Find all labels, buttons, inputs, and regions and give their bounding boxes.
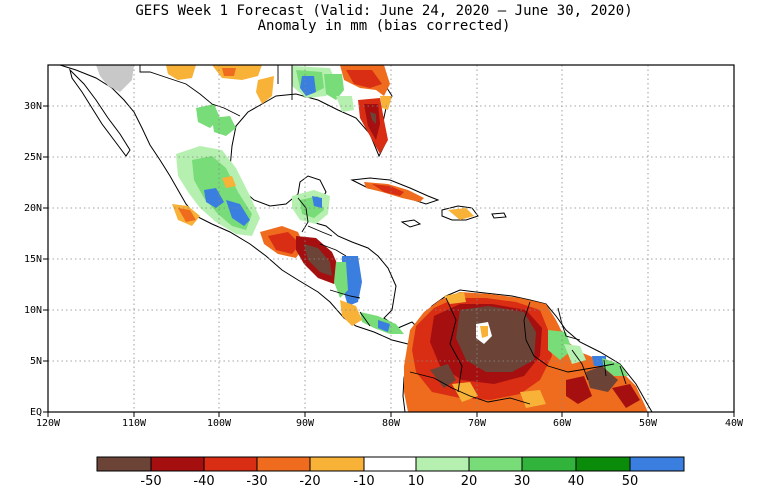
colorbar-swatch — [203, 456, 258, 472]
lon-label: 110W — [122, 418, 147, 429]
anomaly-patch — [334, 262, 348, 298]
anomaly-patch — [226, 200, 250, 226]
anomaly-patch — [520, 390, 546, 408]
anomaly-patch — [222, 176, 236, 188]
anomaly-patch — [268, 232, 300, 254]
colorbar-swatch — [96, 456, 152, 472]
colorbar-swatch — [468, 456, 523, 472]
colorbar-label: -20 — [299, 474, 320, 487]
colorbar-label: -40 — [193, 474, 214, 487]
anomaly-patch — [304, 244, 332, 276]
land-jamaica — [400, 219, 422, 228]
colorbar-swatch — [629, 456, 685, 472]
colorbar-labels: -50 -40 -30 -20 -10 10 20 30 40 50 — [140, 474, 638, 487]
colorbar-label: -50 — [140, 474, 161, 487]
anomaly-patch — [430, 364, 456, 388]
latitude-labels: EQ 5N 10N 15N 20N 25N 30N — [24, 101, 42, 418]
anomaly-patch — [372, 184, 404, 196]
colorbar-swatch — [575, 456, 631, 472]
colorbar-swatch — [521, 456, 577, 472]
anomaly-patch — [612, 384, 640, 408]
colorbar-swatch — [309, 456, 365, 472]
anomaly-patch — [204, 188, 224, 208]
anomaly-patch — [324, 74, 344, 100]
anomaly-patch — [212, 116, 236, 136]
anomaly-patch — [548, 330, 572, 360]
colorbar-swatch — [415, 456, 470, 472]
anomaly-patch — [448, 208, 474, 220]
anomaly-patch — [300, 76, 316, 96]
anomaly-patch — [586, 366, 618, 392]
anomaly-layer — [96, 65, 648, 412]
colorbar-label: 50 — [622, 474, 639, 487]
lon-label: 60W — [553, 418, 572, 429]
anomaly-patch — [166, 65, 196, 80]
map-grid — [48, 65, 734, 412]
lat-label: EQ — [30, 407, 42, 418]
map-title: GEFS Week 1 Forecast (Valid: June 24, 20… — [135, 3, 633, 19]
land-baja-california — [69, 68, 131, 157]
lon-label: 90W — [296, 418, 315, 429]
lat-label: 5N — [30, 356, 42, 367]
anomaly-patch — [456, 306, 536, 372]
lat-label: 30N — [24, 101, 42, 112]
anomaly-patch — [342, 256, 362, 306]
lat-label: 20N — [24, 203, 42, 214]
lat-label: 25N — [24, 152, 42, 163]
anomaly-patch — [480, 326, 488, 338]
colorbar-label: 40 — [568, 474, 585, 487]
anomaly-patch — [336, 96, 354, 112]
colorbar-swatch — [150, 456, 205, 472]
anomaly-patch — [178, 208, 196, 222]
anomaly-patch — [340, 300, 362, 326]
anomaly-patch — [364, 104, 380, 140]
colorbar-swatch — [256, 456, 311, 472]
anomaly-patch — [370, 112, 376, 124]
axis-ticks — [43, 105, 735, 417]
lon-label: 50W — [639, 418, 658, 429]
lon-label: 70W — [468, 418, 487, 429]
longitude-labels: 120W 110W 100W 90W 80W 70W 60W 50W 40W — [36, 418, 744, 429]
colorbar-label: 30 — [514, 474, 531, 487]
colorbar-label: -10 — [353, 474, 374, 487]
country-borders — [139, 65, 627, 405]
map-subtitle: Anomaly in mm (bias corrected) — [257, 18, 511, 34]
lon-label: 80W — [382, 418, 401, 429]
anomaly-patch — [444, 292, 466, 304]
missing-data-area — [96, 65, 134, 92]
colorbar-label: 10 — [408, 474, 425, 487]
anomaly-patch — [566, 376, 592, 404]
lat-label: 10N — [24, 305, 42, 316]
colorbar-swatch — [363, 456, 417, 472]
anomaly-patch — [256, 76, 274, 104]
lon-label: 120W — [36, 418, 61, 429]
anomaly-patch — [380, 96, 392, 110]
colorbar-label: -30 — [246, 474, 267, 487]
colorbar-label: 20 — [461, 474, 478, 487]
colorbar — [96, 456, 685, 472]
anomaly-patch — [222, 68, 236, 76]
land-puerto-rico — [491, 212, 507, 219]
anomaly-patch — [346, 70, 382, 88]
lat-label: 15N — [24, 254, 42, 265]
lon-label: 40W — [725, 418, 744, 429]
anomaly-patch — [312, 196, 322, 208]
lon-label: 100W — [207, 418, 232, 429]
anomaly-patch — [378, 320, 390, 332]
